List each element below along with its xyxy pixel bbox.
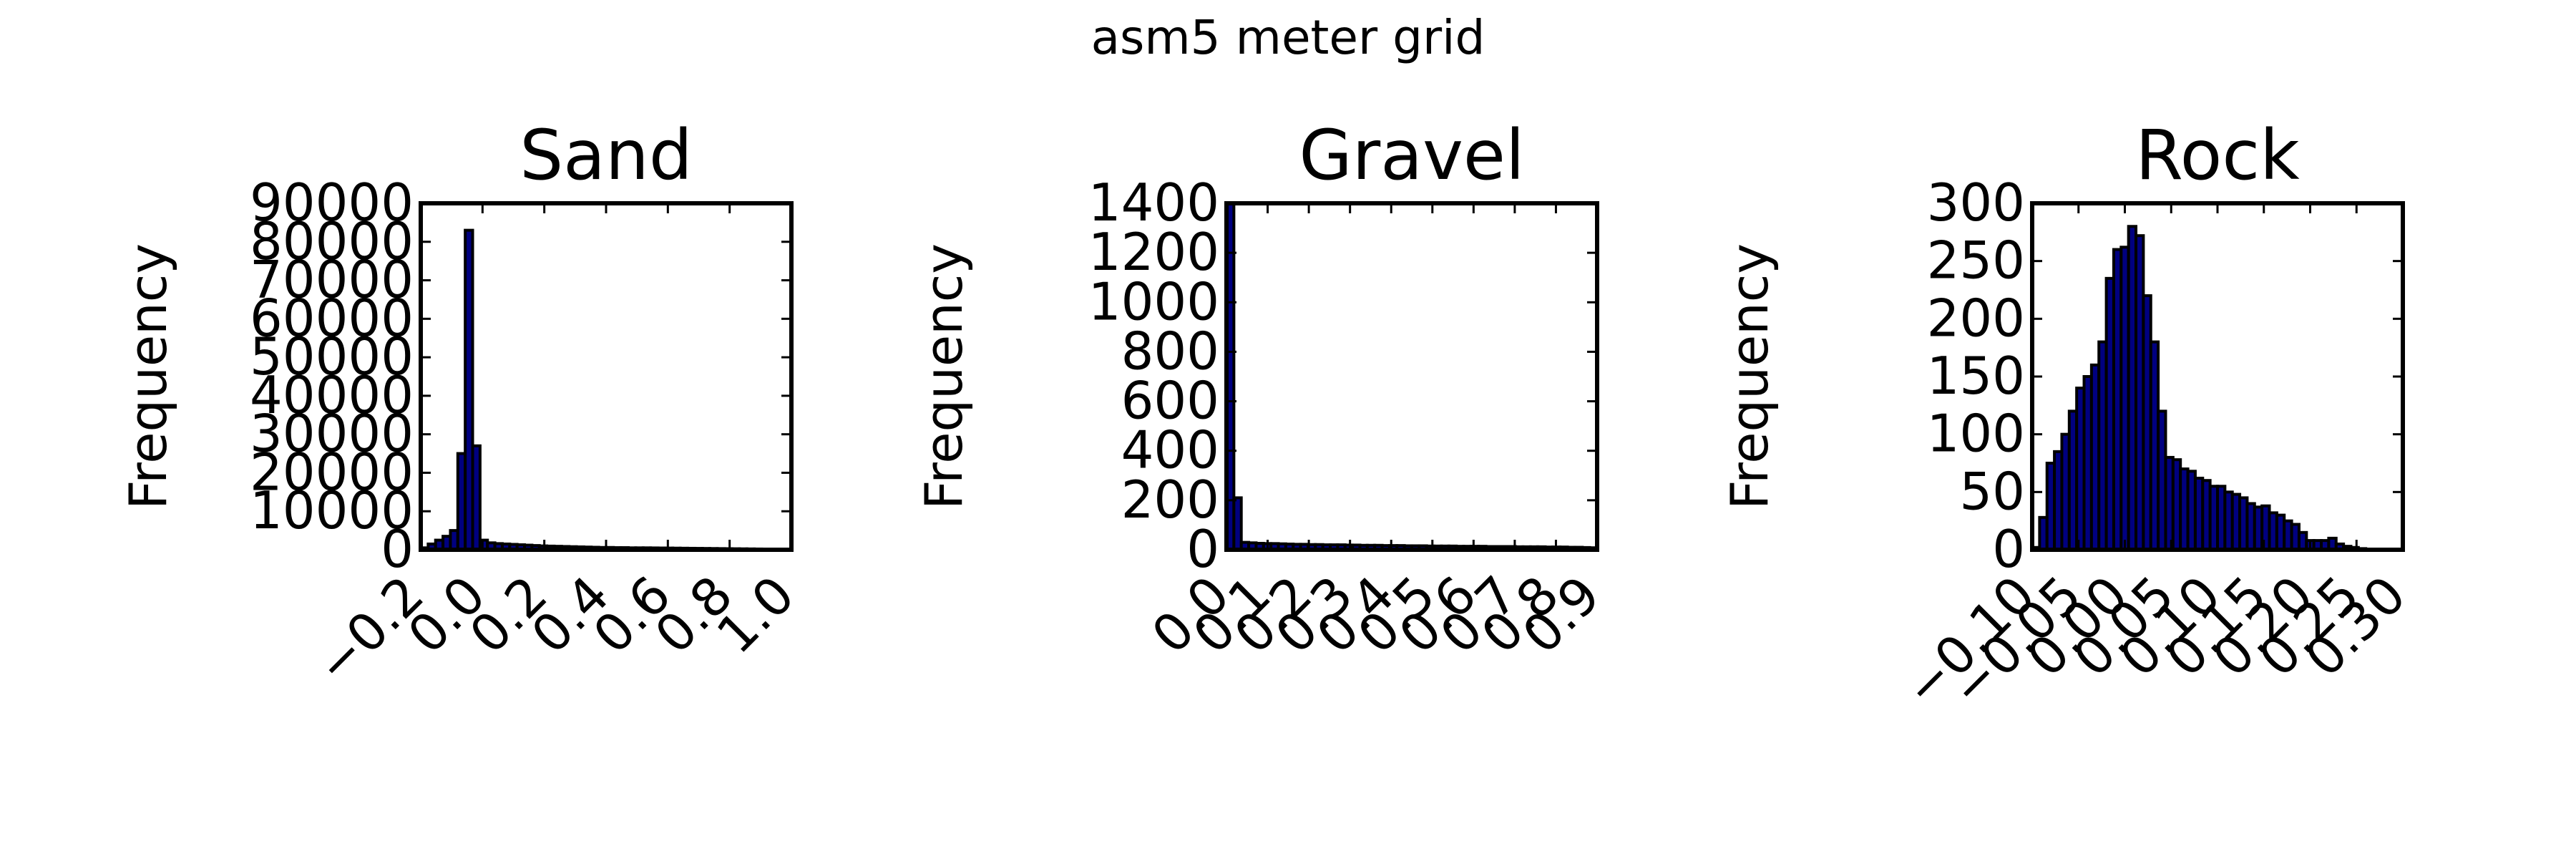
y-tick-label: 40000	[250, 365, 414, 425]
y-tick-label: 1400	[1088, 173, 1219, 233]
y-tick-label: 600	[1121, 371, 1219, 431]
y-tick-label: 50000	[250, 326, 414, 387]
y-axis-label: Frequency	[914, 243, 974, 510]
y-tick-label: 800	[1121, 321, 1219, 381]
y-tick-label: 200	[1121, 470, 1219, 530]
y-tick-label: 30000	[250, 404, 414, 464]
y-tick-label: 200	[1927, 288, 2025, 348]
y-tick-label: 90000	[250, 173, 414, 233]
y-tick-label: 50	[1959, 461, 2025, 521]
y-axis-label: Frequency	[118, 243, 178, 510]
bars	[1225, 202, 1599, 552]
bars	[419, 228, 794, 552]
y-tick-label: 10000	[250, 480, 414, 540]
x-tick-label: 1.0	[706, 565, 806, 665]
subplot-title: Sand	[519, 115, 693, 195]
y-tick-label: 0	[1992, 519, 2025, 579]
y-tick-label: 250	[1927, 230, 2025, 291]
y-axis-label: Frequency	[1719, 243, 1780, 510]
subplot-rock: 050100150200250300−0.10−0.050.000.050.10…	[1719, 115, 2417, 719]
subplot-title: Rock	[2135, 115, 2300, 195]
y-tick-label: 0	[381, 519, 414, 579]
histogram-bar	[471, 444, 482, 551]
y-tick-label: 20000	[250, 442, 414, 502]
y-tick-label: 100	[1927, 404, 2025, 464]
y-tick-label: 400	[1121, 420, 1219, 480]
y-tick-label: 0	[1186, 519, 1219, 579]
y-tick-label: 1000	[1088, 271, 1219, 331]
y-tick-label: 70000	[250, 250, 414, 310]
y-tick-label: 150	[1927, 346, 2025, 406]
y-tick-label: 300	[1927, 173, 2025, 233]
y-tick-label: 60000	[250, 288, 414, 348]
axes-frame	[1224, 201, 1599, 552]
axes-frame	[2030, 201, 2405, 552]
y-tick-label: 1200	[1088, 222, 1219, 282]
y-tick-label: 80000	[250, 211, 414, 271]
figure-title: asm5 meter grid	[1091, 10, 1485, 65]
subplot-title: Gravel	[1299, 115, 1524, 195]
subplot-gravel: 02004006008001000120014000.00.10.20.30.4…	[914, 115, 1611, 665]
subplot-sand: 0100002000030000400005000060000700008000…	[118, 115, 806, 696]
axes-frame	[419, 201, 794, 552]
bars	[2031, 225, 2368, 552]
